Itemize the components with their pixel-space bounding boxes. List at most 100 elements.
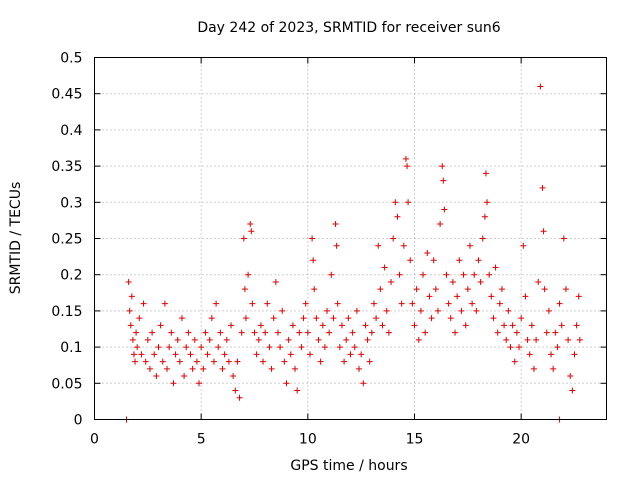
data-point xyxy=(170,380,177,387)
data-point xyxy=(176,358,183,365)
data-point xyxy=(567,373,574,380)
data-point xyxy=(257,322,264,329)
data-point xyxy=(178,315,185,322)
data-point xyxy=(228,322,235,329)
data-point xyxy=(185,329,192,336)
data-point xyxy=(362,322,369,329)
data-point xyxy=(541,286,548,293)
data-point xyxy=(149,329,156,336)
data-point xyxy=(281,358,288,365)
data-point xyxy=(370,300,377,307)
data-point xyxy=(443,271,450,278)
data-point xyxy=(242,315,249,322)
data-point xyxy=(503,336,510,343)
data-point xyxy=(253,351,260,358)
data-point xyxy=(576,336,583,343)
data-point xyxy=(482,170,489,177)
data-point xyxy=(204,351,211,358)
data-point xyxy=(556,300,563,307)
data-point xyxy=(232,387,239,394)
data-point xyxy=(475,257,482,264)
data-point xyxy=(128,293,135,300)
data-point xyxy=(292,365,299,372)
data-point xyxy=(317,358,324,365)
data-point xyxy=(202,329,209,336)
data-point xyxy=(373,315,380,322)
data-point xyxy=(513,329,520,336)
data-point xyxy=(221,351,228,358)
data-point xyxy=(345,315,352,322)
data-point xyxy=(464,286,471,293)
data-point xyxy=(347,351,354,358)
data-point xyxy=(279,307,286,314)
data-point xyxy=(511,358,518,365)
data-point xyxy=(140,300,147,307)
data-point xyxy=(413,286,420,293)
data-point xyxy=(341,358,348,365)
data-point xyxy=(198,344,205,351)
data-point xyxy=(287,351,294,358)
data-point xyxy=(558,322,565,329)
data-point xyxy=(417,307,424,314)
data-point xyxy=(166,344,173,351)
data-point xyxy=(210,358,217,365)
data-point xyxy=(394,213,401,220)
data-point xyxy=(260,358,267,365)
data-point xyxy=(530,365,537,372)
data-point xyxy=(172,351,179,358)
data-point xyxy=(407,257,414,264)
data-point xyxy=(255,336,262,343)
data-point xyxy=(460,271,467,278)
data-point xyxy=(422,329,429,336)
data-point xyxy=(274,329,281,336)
data-point xyxy=(437,221,444,228)
data-point xyxy=(142,358,149,365)
data-point xyxy=(217,329,224,336)
data-point xyxy=(554,344,561,351)
data-point xyxy=(432,286,439,293)
data-point xyxy=(405,199,412,206)
data-point xyxy=(550,365,557,372)
x-tick-label: 10 xyxy=(299,432,317,448)
y-tick-label: 0.05 xyxy=(51,376,82,392)
data-point xyxy=(456,257,463,264)
data-point xyxy=(364,336,371,343)
data-point xyxy=(449,278,456,285)
data-point xyxy=(238,329,245,336)
data-point xyxy=(181,373,188,380)
data-point xyxy=(404,163,411,170)
data-point xyxy=(428,315,435,322)
data-point xyxy=(134,344,141,351)
y-tick-label: 0.3 xyxy=(60,195,82,211)
data-point xyxy=(477,278,484,285)
data-point xyxy=(129,336,136,343)
data-point xyxy=(481,213,488,220)
data-point xyxy=(565,336,572,343)
data-point xyxy=(240,235,247,242)
data-point xyxy=(127,322,134,329)
data-point xyxy=(379,322,386,329)
data-point xyxy=(277,344,284,351)
data-point xyxy=(535,278,542,285)
data-point xyxy=(241,286,248,293)
data-point xyxy=(155,344,162,351)
x-tick-label: 20 xyxy=(512,432,530,448)
y-tick-label: 0.15 xyxy=(51,304,82,320)
data-point xyxy=(309,235,316,242)
data-point xyxy=(540,228,547,235)
data-point xyxy=(249,300,256,307)
data-point xyxy=(452,329,459,336)
data-point xyxy=(302,300,309,307)
x-axis-label: GPS time / hours xyxy=(290,458,407,474)
data-point xyxy=(151,351,158,358)
data-point xyxy=(310,257,317,264)
data-point xyxy=(161,300,168,307)
data-point xyxy=(496,300,503,307)
data-point xyxy=(330,315,337,322)
axis-ticks: 0 0.05 0.1 0.15 0.2 0.25 0.3 0.35 0.4 0.45 0.5 0 5 10… xyxy=(51,51,607,448)
data-point xyxy=(375,242,382,249)
data-point xyxy=(168,329,175,336)
data-point xyxy=(377,286,384,293)
data-point xyxy=(326,329,333,336)
